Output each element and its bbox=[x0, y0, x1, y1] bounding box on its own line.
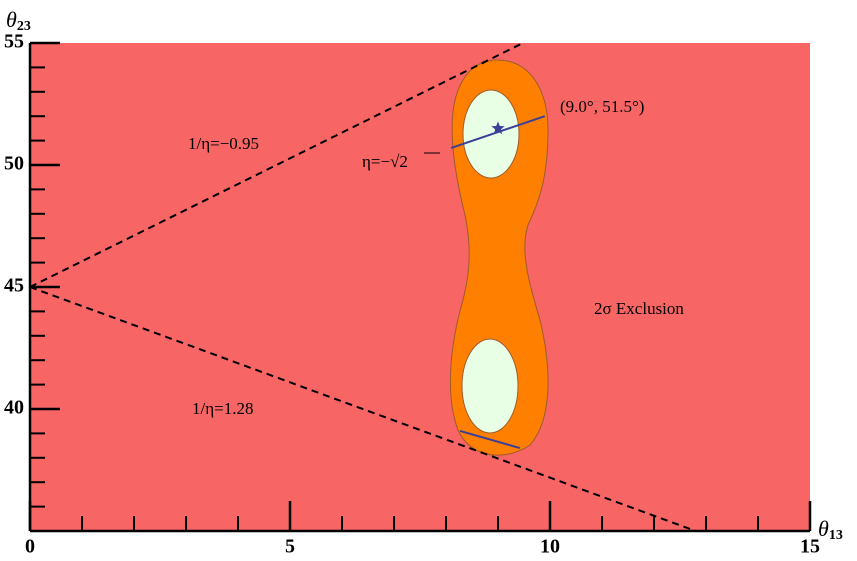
x-tick-label: 5 bbox=[285, 536, 295, 558]
y-tick-label: 55 bbox=[4, 31, 24, 53]
x-tick-label: 10 bbox=[540, 536, 560, 558]
y-axis-subscript: 23 bbox=[17, 19, 31, 34]
series-line bbox=[29, 286, 696, 532]
x-tick-label: 0 bbox=[25, 536, 35, 558]
annotation: 1/η=1.28 bbox=[192, 399, 253, 418]
y-axis-label: θ23 bbox=[6, 7, 31, 34]
annotation: η=−√2 bbox=[362, 152, 408, 171]
series-line bbox=[459, 429, 521, 450]
y-tick-label: 50 bbox=[4, 153, 24, 175]
y-tick-label: 45 bbox=[4, 275, 24, 297]
annotation: (9.0°, 51.5°) bbox=[560, 97, 644, 116]
y-axis-symbol: θ bbox=[6, 7, 17, 32]
allowed-regions bbox=[449, 59, 549, 456]
x-axis-symbol: θ bbox=[818, 516, 829, 541]
series-line bbox=[450, 115, 546, 149]
allowed-1sigma-region bbox=[461, 338, 519, 434]
best-fit-point bbox=[491, 121, 505, 135]
exclusion-region bbox=[30, 43, 810, 531]
x-axis-subscript: 13 bbox=[829, 528, 843, 543]
x-tick-label: 15 bbox=[800, 536, 820, 558]
series-line bbox=[29, 42, 524, 288]
annotation: 1/η=−0.95 bbox=[188, 134, 259, 153]
annotation: 2σ Exclusion bbox=[594, 299, 684, 318]
x-axis-label: θ13 bbox=[818, 516, 843, 543]
y-tick-label: 40 bbox=[4, 397, 24, 419]
